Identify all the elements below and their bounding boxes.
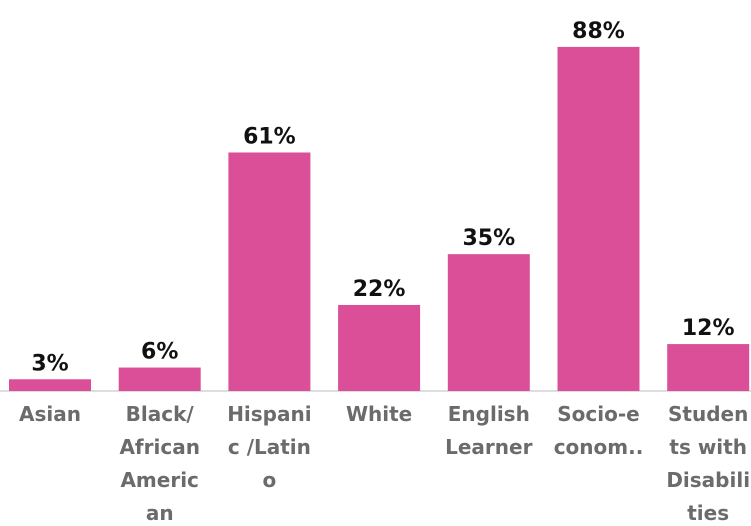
- value-label-2: 61%: [243, 124, 296, 149]
- bar-3: [338, 304, 421, 391]
- category-label-2: Hispani c /Latin o: [227, 402, 311, 492]
- category-label-6: Studen ts with Disabili ties: [666, 402, 750, 525]
- category-label-line: Disabili: [666, 468, 750, 492]
- category-labels-group: Asian Black/African Americ an Hispani c /Lati…: [19, 402, 750, 525]
- bars-group: [9, 46, 750, 392]
- category-label-line: Studen: [668, 402, 748, 426]
- bar-4: [447, 254, 530, 391]
- category-label-5: Socio-e conom..: [554, 402, 644, 459]
- category-label-line: African: [119, 435, 200, 459]
- category-label-line: c /Latin: [228, 435, 311, 459]
- category-label-line: Americ: [120, 468, 198, 492]
- value-label-1: 6%: [141, 340, 178, 365]
- value-label-5: 88%: [572, 19, 625, 44]
- bar-6: [667, 344, 750, 391]
- category-label-line: Black/: [126, 402, 195, 426]
- category-label-line: o: [263, 468, 277, 492]
- category-label-line: English: [448, 402, 530, 426]
- bar-1: [118, 367, 201, 391]
- value-label-6: 12%: [682, 316, 735, 341]
- category-label-line: conom..: [554, 435, 644, 459]
- category-label-line: Learner: [445, 435, 532, 459]
- value-label-4: 35%: [462, 226, 515, 251]
- bar-5: [557, 46, 640, 392]
- category-label-0: Asian: [19, 402, 81, 426]
- category-label-line: ties: [687, 501, 729, 525]
- category-label-line: White: [346, 402, 412, 426]
- category-label-1: Black/African Americ an: [119, 402, 200, 525]
- category-label-4: English Learner: [445, 402, 532, 459]
- category-label-3: White: [346, 402, 412, 426]
- value-labels-group: 3% 6% 61% 22% 35% 88% 12%: [31, 19, 734, 376]
- category-label-line: ts with: [669, 435, 747, 459]
- value-label-3: 22%: [353, 277, 406, 302]
- bar-2: [228, 152, 311, 391]
- category-label-line: Hispani: [227, 402, 311, 426]
- value-label-0: 3%: [31, 351, 68, 376]
- category-label-line: Socio-e: [557, 402, 639, 426]
- category-label-line: an: [146, 501, 174, 525]
- bar-0: [9, 379, 91, 391]
- category-label-line: Asian: [19, 402, 81, 426]
